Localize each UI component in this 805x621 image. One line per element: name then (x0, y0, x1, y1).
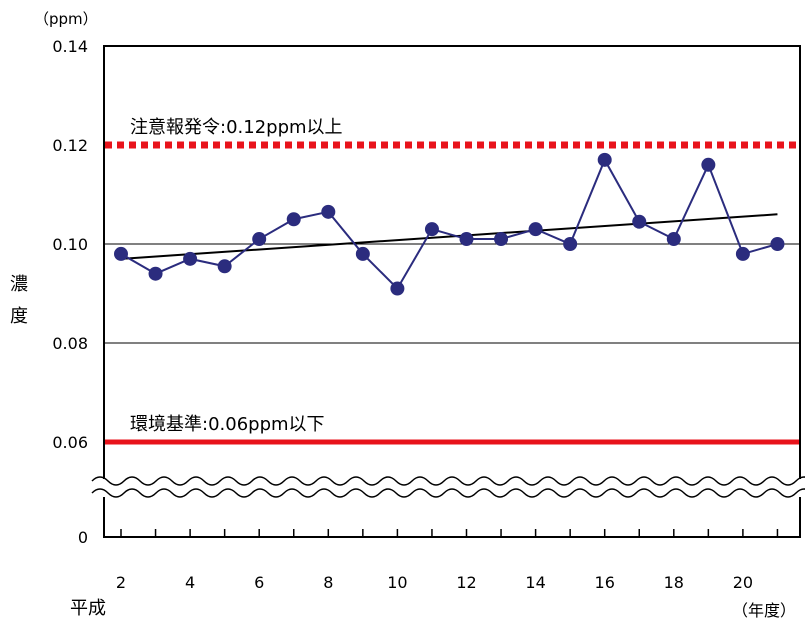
data-point (563, 237, 578, 251)
reference-line-label: 環境基準:0.06ppm以下 (130, 414, 325, 435)
plot-frame (103, 45, 801, 538)
axis-break (91, 476, 805, 498)
data-point (321, 204, 336, 219)
x-tick-label: 10 (387, 573, 407, 592)
data-point (494, 232, 509, 247)
axis-break-wave (91, 488, 805, 498)
data-point (632, 214, 647, 229)
data-point (424, 222, 439, 237)
x-tick-label: 16 (595, 573, 615, 592)
x-ticks: 2 4 6 8 10 12 14 16 18 20 (116, 529, 779, 592)
data-point (666, 232, 681, 247)
x-era-label: 平成 (70, 598, 106, 619)
x-tick-label: 8 (323, 573, 333, 592)
data-point (217, 259, 232, 274)
data-point (770, 237, 785, 251)
data-point (286, 212, 301, 227)
data-point (183, 251, 198, 266)
axis-break-wave (91, 476, 805, 486)
series-group (114, 152, 785, 296)
data-point (114, 246, 128, 261)
x-tick-label: 4 (185, 573, 195, 592)
data-point (355, 246, 370, 261)
y-tick-label: 0.10 (52, 235, 88, 254)
y-tick-labels: 0 0.06 0.08 0.10 0.12 0.14 (52, 37, 88, 547)
data-point (597, 152, 612, 167)
unit-label: （ppm） (34, 10, 98, 28)
data-point (459, 232, 474, 247)
x-tick-label: 20 (733, 573, 753, 592)
data-point (701, 157, 716, 172)
y-tick-label: 0.06 (52, 433, 88, 452)
reference-line-label: 注意報発令:0.12ppm以上 (130, 117, 343, 138)
data-point (252, 232, 267, 247)
data-point (735, 246, 750, 261)
x-tick-label: 14 (525, 573, 545, 592)
trend-line-group (120, 213, 778, 260)
axis-break-gap (92, 479, 804, 497)
y-axis-label-1: 濃 (10, 274, 28, 295)
y-tick-label: 0.08 (52, 334, 88, 353)
x-tick-label: 12 (456, 573, 476, 592)
y-tick-label: 0.12 (52, 136, 88, 155)
x-axis-label: （年度） (732, 601, 796, 620)
x-tick-label: 18 (664, 573, 684, 592)
grid-lines (104, 243, 800, 344)
data-point (148, 266, 163, 281)
trend-line (120, 213, 778, 260)
data-point (528, 222, 543, 237)
y-tick-label: 0.14 (52, 37, 88, 56)
x-tick-label: 6 (254, 573, 264, 592)
x-tick-label: 2 (116, 573, 126, 592)
data-point (390, 281, 405, 296)
y-axis-label-2: 度 (10, 306, 28, 327)
y-tick-label: 0 (78, 528, 88, 547)
